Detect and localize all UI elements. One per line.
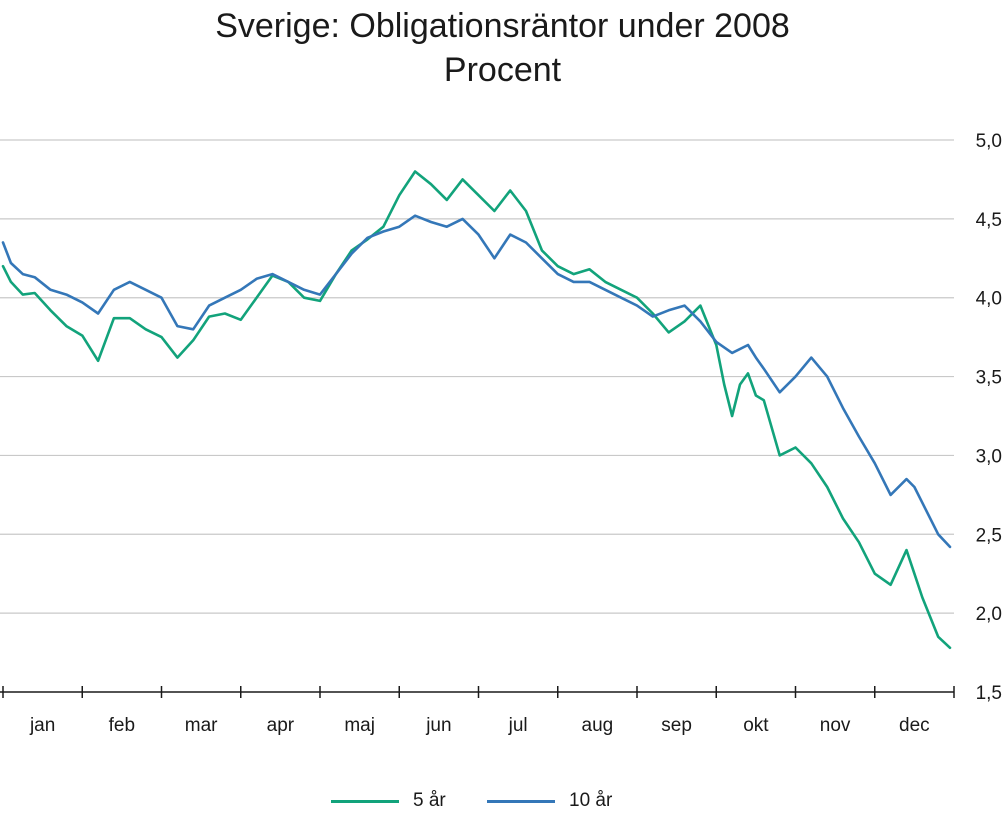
legend-label-5ar: 5 år bbox=[413, 790, 446, 811]
legend-label-10ar: 10 år bbox=[569, 790, 613, 811]
x-tick-label: nov bbox=[820, 715, 851, 736]
x-tick-label: apr bbox=[267, 715, 295, 736]
y-tick-label: 1,5 bbox=[976, 683, 1002, 704]
legend-item-5ar: 5 år bbox=[331, 790, 446, 812]
x-tick-label: jul bbox=[508, 715, 528, 736]
y-tick-label: 4,0 bbox=[976, 289, 1002, 310]
y-tick-label: 4,5 bbox=[976, 210, 1002, 231]
legend: 5 år 10 år bbox=[0, 790, 1005, 816]
y-tick-label: 2,5 bbox=[976, 525, 1002, 546]
y-tick-label: 2,0 bbox=[976, 604, 1002, 625]
x-tick-label: dec bbox=[899, 715, 930, 736]
y-tick-label: 3,5 bbox=[976, 368, 1002, 389]
y-tick-label: 3,0 bbox=[976, 446, 1002, 467]
series-line-10ar bbox=[1, 214, 952, 549]
x-tick-label: jan bbox=[29, 715, 55, 736]
chart-title: Sverige: Obligationsräntor under 2008 bbox=[215, 7, 790, 45]
x-tick-label: okt bbox=[743, 715, 769, 736]
x-tick-label: aug bbox=[582, 715, 614, 736]
legend-swatch-5ar bbox=[331, 799, 399, 803]
chart-subtitle: Procent bbox=[443, 51, 562, 89]
x-tick-label: feb bbox=[109, 715, 135, 736]
x-tick-label: maj bbox=[344, 715, 375, 736]
legend-item-10ar: 10 år bbox=[487, 790, 612, 812]
x-tick-label: mar bbox=[185, 715, 218, 736]
line-chart: 5,0 4,5 4,0 3,5 3,0 2,5 2,0 1,5 jan feb mar apr maj j… bbox=[0, 131, 1002, 736]
x-tick-label: sep bbox=[661, 715, 692, 736]
legend-swatch-10ar bbox=[487, 799, 555, 803]
y-tick-label: 5,0 bbox=[976, 131, 1002, 152]
series-line-5ar bbox=[1, 170, 952, 650]
x-tick-label: jun bbox=[425, 715, 451, 736]
